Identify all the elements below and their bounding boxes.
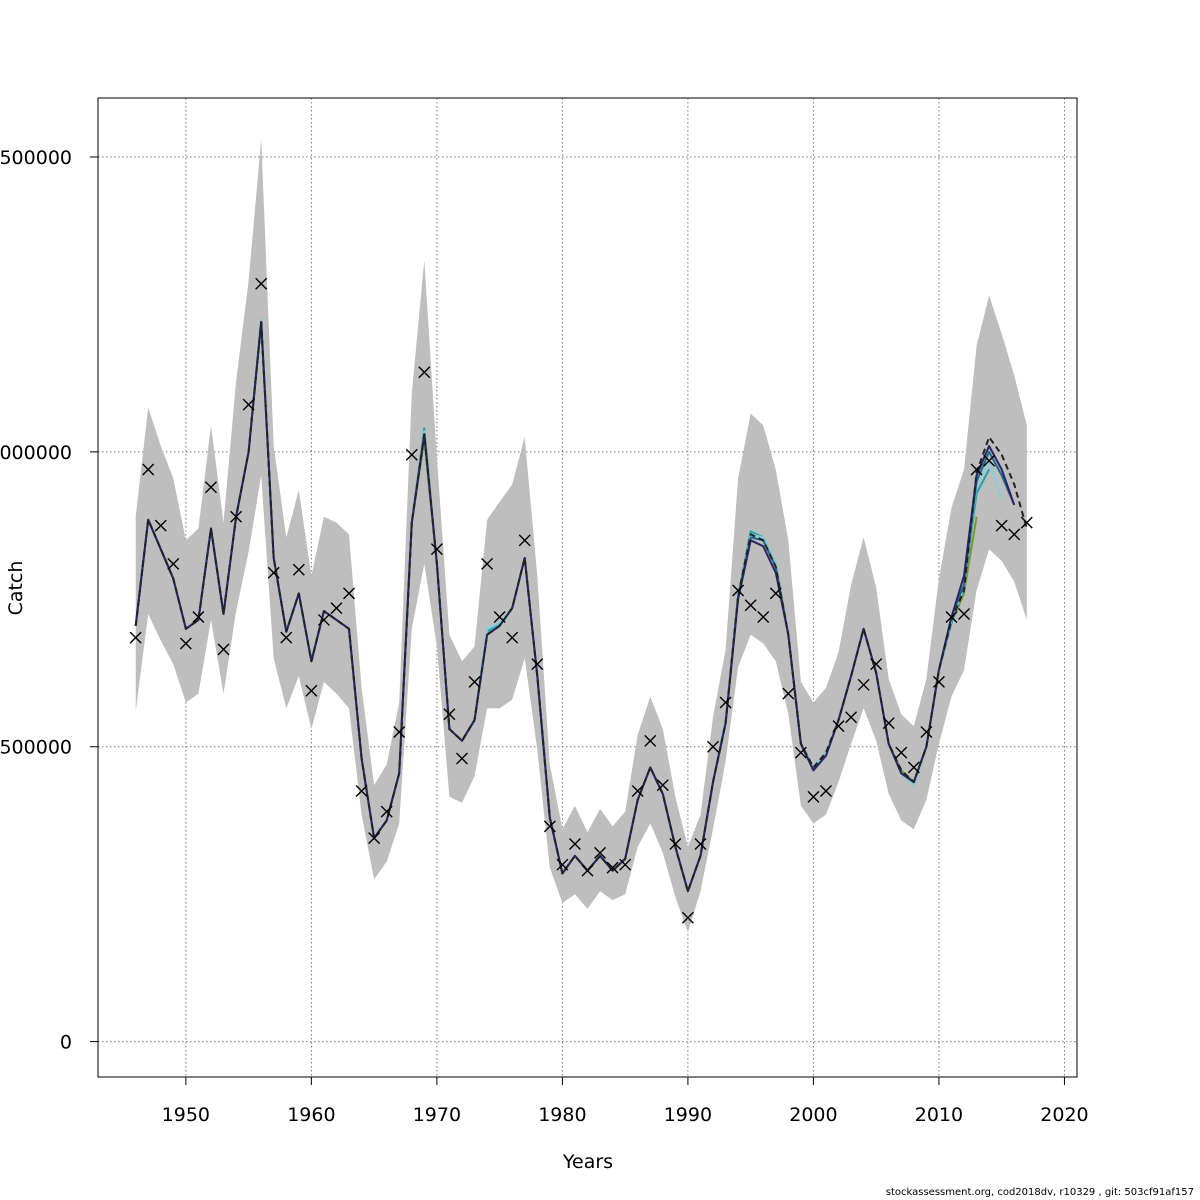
observed-catch-point	[330, 602, 343, 615]
observed-catch-point	[355, 784, 368, 797]
observed-catch-point	[506, 631, 519, 644]
y-axis-title: Catch	[5, 561, 27, 616]
observed-catch-point	[468, 675, 481, 688]
x-tick-label: 1990	[664, 1104, 712, 1126]
observed-catch-point	[455, 752, 468, 765]
observed-catch-point	[932, 675, 945, 688]
observed-catch-point	[882, 717, 895, 730]
observed-catch-point	[443, 708, 456, 721]
observed-catch-point	[631, 784, 644, 797]
observed-catch-point	[142, 463, 155, 476]
observed-catch-point	[418, 366, 431, 379]
observed-catch-point	[481, 557, 494, 570]
observed-catch-point	[305, 684, 318, 697]
x-axis: 1950 1960 1970 1980 1990 2000 2010 2020	[162, 1077, 1089, 1126]
observed-catch-point	[807, 790, 820, 803]
observed-catch-point	[983, 454, 996, 467]
observed-catch-point	[995, 519, 1008, 532]
observed-catch-point	[267, 566, 280, 579]
observed-catch-point	[958, 608, 971, 621]
observed-catch-point	[744, 599, 757, 612]
y-tick-label: 1000000	[0, 442, 72, 464]
observed-catch-point	[644, 734, 657, 747]
observed-catch-point	[179, 637, 192, 650]
observed-catch-point	[154, 519, 167, 532]
observed-catch-point	[368, 832, 381, 845]
observed-catch-point	[757, 610, 770, 623]
observed-catch-point	[945, 610, 958, 623]
observed-catch-point	[255, 277, 268, 290]
observed-catch-point	[694, 838, 707, 851]
observed-catch-point	[242, 398, 255, 411]
observed-catch-point	[819, 784, 832, 797]
observed-catch-point	[669, 838, 682, 851]
observed-catch-point	[192, 610, 205, 623]
observed-catch-point	[769, 587, 782, 600]
observed-catch-point	[732, 584, 745, 597]
observed-catch-point	[581, 864, 594, 877]
x-tick-label: 1950	[162, 1104, 210, 1126]
observed-catch-point	[493, 610, 506, 623]
observed-catch-point	[204, 481, 217, 494]
y-tick-label: 0	[60, 1032, 72, 1054]
confidence-band	[135, 139, 1027, 933]
y-axis: 0 500000 1000000 1500000	[0, 147, 98, 1054]
observed-catch-point	[543, 820, 556, 833]
observed-catch-point	[656, 779, 669, 792]
observed-catch-point	[845, 711, 858, 724]
observed-catch-point	[794, 746, 807, 759]
x-tick-label: 2020	[1040, 1104, 1088, 1126]
x-tick-label: 1980	[538, 1104, 586, 1126]
plot-frame	[97, 97, 1078, 1078]
observed-catch-point	[719, 696, 732, 709]
observed-catch-point	[920, 725, 933, 738]
observed-catch-point	[606, 861, 619, 874]
x-tick-label: 2010	[915, 1104, 963, 1126]
observed-catch-point	[531, 658, 544, 671]
observed-catch-point	[870, 658, 883, 671]
observed-points	[129, 277, 1033, 924]
observed-catch-point	[217, 643, 230, 656]
grid-lines	[98, 98, 1077, 1077]
observed-catch-point	[380, 805, 393, 818]
observed-catch-point	[681, 911, 694, 924]
footer-credit: stockassessment.org, cod2018dv, r10329 ,…	[885, 1187, 1194, 1198]
x-tick-label: 1960	[287, 1104, 335, 1126]
observed-catch-point	[594, 846, 607, 859]
observed-catch-point	[1020, 516, 1033, 529]
observed-catch-point	[230, 510, 243, 523]
observed-catch-point	[568, 838, 581, 851]
observed-catch-point	[343, 587, 356, 600]
observed-catch-point	[167, 557, 180, 570]
observed-catch-point	[129, 631, 142, 644]
observed-catch-point	[895, 746, 908, 759]
observed-catch-point	[782, 687, 795, 700]
observed-catch-point	[1008, 528, 1021, 541]
y-tick-label: 1500000	[0, 147, 72, 169]
x-tick-label: 2000	[789, 1104, 837, 1126]
observed-catch-point	[619, 858, 632, 871]
observed-catch-point	[317, 613, 330, 626]
observed-catch-point	[518, 534, 531, 547]
observed-catch-point	[393, 725, 406, 738]
observed-catch-point	[292, 563, 305, 576]
observed-catch-point	[832, 720, 845, 733]
observed-catch-point	[907, 761, 920, 774]
x-tick-label: 1970	[413, 1104, 461, 1126]
x-axis-title: Years	[562, 1151, 613, 1173]
observed-catch-point	[970, 463, 983, 476]
observed-catch-point	[556, 858, 569, 871]
observed-catch-point	[280, 631, 293, 644]
observed-catch-point	[707, 740, 720, 753]
y-tick-label: 500000	[0, 737, 72, 759]
observed-catch-point	[405, 448, 418, 461]
observed-catch-point	[430, 543, 443, 556]
observed-catch-point	[857, 678, 870, 691]
